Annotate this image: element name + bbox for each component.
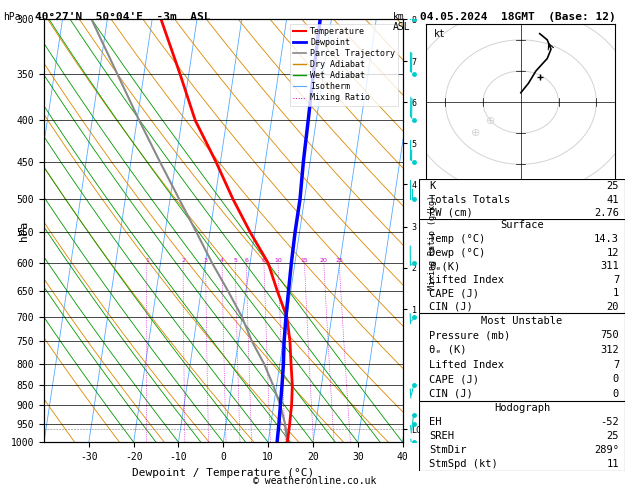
- Text: CAPE (J): CAPE (J): [429, 288, 479, 298]
- Text: CIN (J): CIN (J): [429, 302, 473, 312]
- Text: hPa: hPa: [3, 12, 21, 22]
- Text: 11: 11: [606, 459, 619, 469]
- Text: Dewp (°C): Dewp (°C): [429, 247, 486, 258]
- Text: Temp (°C): Temp (°C): [429, 234, 486, 244]
- Text: ⊕: ⊕: [471, 128, 480, 138]
- Text: StmDir: StmDir: [429, 445, 467, 455]
- Text: CAPE (J): CAPE (J): [429, 374, 479, 384]
- Text: hPa: hPa: [19, 221, 29, 241]
- Text: 0: 0: [613, 389, 619, 399]
- Text: 6: 6: [244, 258, 248, 263]
- Text: 15: 15: [301, 258, 308, 263]
- Text: 0: 0: [613, 374, 619, 384]
- Text: 750: 750: [600, 330, 619, 340]
- Text: 14.3: 14.3: [594, 234, 619, 244]
- Text: 2.76: 2.76: [594, 208, 619, 218]
- Text: 04.05.2024  18GMT  (Base: 12): 04.05.2024 18GMT (Base: 12): [420, 12, 616, 22]
- Text: 3: 3: [204, 258, 208, 263]
- Text: 7: 7: [613, 360, 619, 369]
- Text: kt: kt: [434, 29, 446, 39]
- Text: ⊕: ⊕: [486, 116, 495, 126]
- Text: 12: 12: [606, 247, 619, 258]
- Y-axis label: km
ASL: km ASL: [436, 231, 451, 250]
- FancyBboxPatch shape: [419, 401, 625, 471]
- Text: -52: -52: [600, 417, 619, 427]
- Text: CIN (J): CIN (J): [429, 389, 473, 399]
- FancyBboxPatch shape: [419, 219, 625, 313]
- Text: ASL: ASL: [393, 22, 411, 32]
- Text: 289°: 289°: [594, 445, 619, 455]
- Text: Lifted Index: Lifted Index: [429, 275, 504, 285]
- Text: θₑ (K): θₑ (K): [429, 345, 467, 355]
- Text: 4: 4: [220, 258, 224, 263]
- Text: 312: 312: [600, 345, 619, 355]
- Text: Surface: Surface: [500, 221, 544, 230]
- Text: SREH: SREH: [429, 431, 454, 441]
- Text: Lifted Index: Lifted Index: [429, 360, 504, 369]
- Text: 25: 25: [335, 258, 343, 263]
- Text: K: K: [429, 181, 435, 191]
- Text: 311: 311: [600, 261, 619, 271]
- Text: 10: 10: [274, 258, 282, 263]
- Text: EH: EH: [429, 417, 442, 427]
- Text: PW (cm): PW (cm): [429, 208, 473, 218]
- Text: 20: 20: [320, 258, 328, 263]
- Text: θₑ(K): θₑ(K): [429, 261, 460, 271]
- Text: 7: 7: [613, 275, 619, 285]
- Text: Mixing Ratio (g/kg): Mixing Ratio (g/kg): [428, 195, 437, 291]
- Text: StmSpd (kt): StmSpd (kt): [429, 459, 498, 469]
- Legend: Temperature, Dewpoint, Parcel Trajectory, Dry Adiabat, Wet Adiabat, Isotherm, Mi: Temperature, Dewpoint, Parcel Trajectory…: [290, 24, 398, 106]
- Text: km: km: [393, 12, 405, 22]
- Text: 41: 41: [606, 194, 619, 205]
- Text: 1: 1: [613, 288, 619, 298]
- Text: 25: 25: [606, 181, 619, 191]
- Text: Totals Totals: Totals Totals: [429, 194, 511, 205]
- Text: 2: 2: [181, 258, 185, 263]
- Text: Most Unstable: Most Unstable: [481, 316, 563, 326]
- Text: 25: 25: [606, 431, 619, 441]
- Text: © weatheronline.co.uk: © weatheronline.co.uk: [253, 476, 376, 486]
- Text: 8: 8: [262, 258, 266, 263]
- X-axis label: Dewpoint / Temperature (°C): Dewpoint / Temperature (°C): [132, 468, 314, 478]
- FancyBboxPatch shape: [419, 313, 625, 401]
- Text: 20: 20: [606, 302, 619, 312]
- Text: 5: 5: [233, 258, 237, 263]
- Text: Hodograph: Hodograph: [494, 403, 550, 413]
- Text: 1: 1: [145, 258, 149, 263]
- Text: 40°27'N  50°04'E  -3m  ASL: 40°27'N 50°04'E -3m ASL: [35, 12, 210, 22]
- FancyBboxPatch shape: [419, 179, 625, 220]
- Text: Pressure (mb): Pressure (mb): [429, 330, 511, 340]
